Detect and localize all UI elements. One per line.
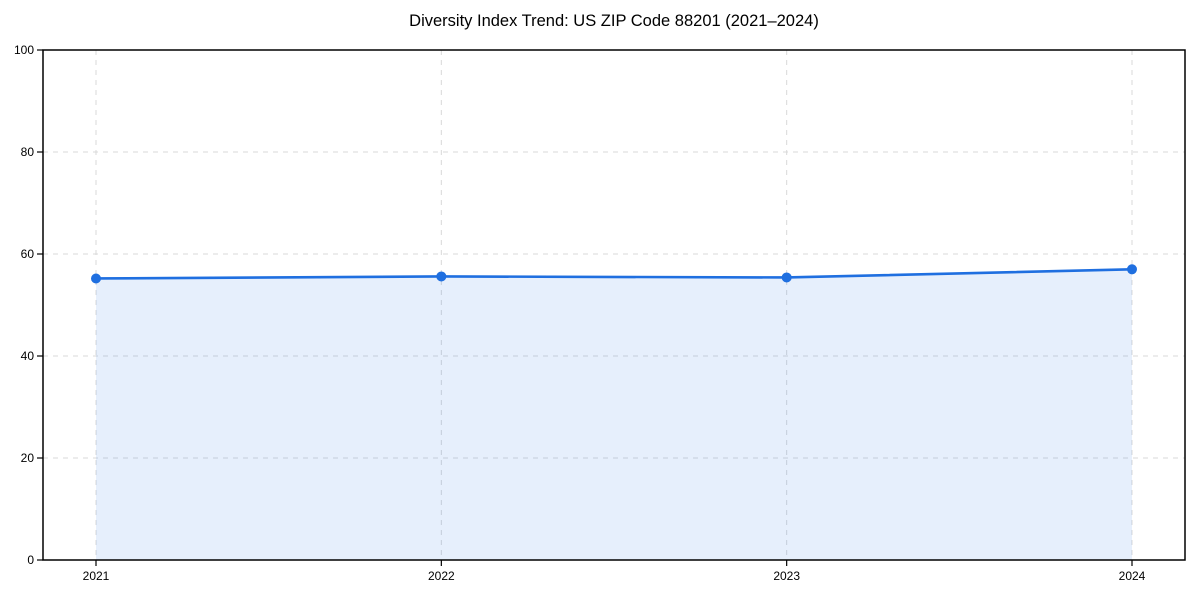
y-tick-label: 40: [21, 349, 35, 363]
data-point-marker: [436, 271, 447, 282]
data-point-marker: [781, 272, 792, 283]
data-point-markers: [91, 264, 1137, 284]
chart-title: Diversity Index Trend: US ZIP Code 88201…: [409, 12, 819, 30]
x-tick-label: 2021: [83, 569, 110, 583]
x-tick-label: 2023: [773, 569, 800, 583]
y-tick-label: 20: [21, 451, 35, 465]
x-tick-label: 2024: [1119, 569, 1146, 583]
area-fill: [96, 269, 1132, 560]
data-point-marker: [91, 273, 101, 284]
y-tick-label: 0: [27, 553, 34, 567]
y-tick-label: 80: [21, 145, 35, 159]
trend-line: [94, 267, 1134, 280]
x-axis: 2021 2022 2023 2024: [83, 560, 1146, 583]
gridlines: [43, 50, 1185, 560]
data-point-marker: [1127, 264, 1137, 275]
x-tick-label: 2022: [428, 569, 455, 583]
y-tick-label: 60: [21, 247, 35, 261]
y-tick-label: 100: [14, 43, 34, 57]
plot-border: [42, 49, 1186, 561]
y-axis: 0 20 40 60 80 100: [14, 43, 43, 567]
